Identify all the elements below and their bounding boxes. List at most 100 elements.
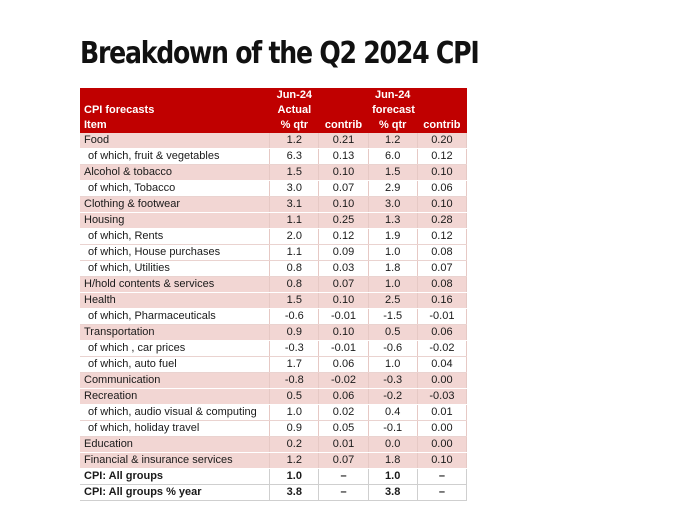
actual-contrib-cell: 0.06	[318, 388, 369, 406]
table-row: Education 0.2 0.01 0.0 0.00	[80, 436, 468, 454]
forecast-qtr-cell: 1.9	[368, 228, 418, 246]
table-row: of which, Tobacco 3.0 0.07 2.9 0.06	[80, 180, 468, 198]
actual-qtr-cell: 1.0	[269, 468, 320, 486]
forecast-contrib-cell: 0.10	[417, 196, 468, 214]
actual-qtr-cell: 1.0	[269, 404, 320, 422]
table-row: of which, auto fuel 1.7 0.06 1.0 0.04	[80, 356, 468, 374]
table-row: Recreation 0.5 0.06 -0.2 -0.03	[80, 388, 468, 406]
forecast-contrib-cell: 0.20	[417, 133, 468, 150]
item-cell: Alcohol & tobacco	[80, 164, 271, 182]
forecast-contrib-cell: 0.12	[417, 148, 468, 166]
forecast-contrib-cell: -0.02	[417, 340, 468, 358]
forecast-contrib-cell: 0.16	[417, 292, 468, 310]
table-row: Communication -0.8 -0.02 -0.3 0.00	[80, 372, 468, 390]
forecast-qtr-cell: 2.5	[368, 292, 418, 310]
header-cell	[80, 88, 270, 103]
item-cell: Communication	[80, 372, 271, 390]
table-row: Transportation 0.9 0.10 0.5 0.06	[80, 324, 468, 342]
actual-contrib-cell: –	[318, 484, 369, 502]
header-cell: forecast	[368, 103, 418, 118]
actual-qtr-cell: 3.8	[269, 484, 320, 502]
item-cell: of which, Utilities	[80, 260, 271, 278]
forecast-qtr-cell: 1.8	[368, 260, 418, 278]
forecast-qtr-cell: 1.0	[368, 244, 418, 262]
item-cell: Recreation	[80, 388, 271, 406]
table-row: of which, Rents 2.0 0.12 1.9 0.12	[80, 228, 468, 246]
actual-qtr-cell: 2.0	[269, 228, 320, 246]
forecast-contrib-cell: 0.10	[417, 164, 468, 182]
forecast-contrib-cell: 0.00	[417, 372, 468, 390]
forecast-contrib-cell: 0.00	[417, 420, 468, 438]
actual-qtr-cell: 3.0	[269, 180, 320, 198]
header-row-2: CPI forecasts Actual forecast	[80, 103, 467, 118]
table-row: of which, fruit & vegetables 6.3 0.13 6.0 0.…	[80, 148, 468, 166]
header-cell: Jun-24	[368, 88, 418, 103]
table-row: Food 1.2 0.21 1.2 0.20	[80, 133, 468, 150]
item-cell: of which, Tobacco	[80, 180, 271, 198]
forecast-contrib-cell: 0.08	[417, 244, 468, 262]
forecast-contrib-cell: 0.06	[417, 324, 468, 342]
forecast-qtr-cell: -0.2	[368, 388, 418, 406]
forecast-contrib-cell: 0.12	[417, 228, 468, 246]
actual-qtr-cell: 0.2	[269, 436, 320, 454]
forecast-qtr-cell: 0.5	[368, 324, 418, 342]
actual-qtr-cell: -0.6	[269, 308, 320, 326]
forecast-contrib-cell: 0.06	[417, 180, 468, 198]
table-row: Financial & insurance services 1.2 0.07 1.8…	[80, 452, 468, 470]
header-cell: CPI forecasts	[80, 103, 270, 118]
actual-qtr-cell: -0.3	[269, 340, 320, 358]
header-cell	[318, 88, 369, 103]
actual-contrib-cell: -0.01	[318, 308, 369, 326]
forecast-qtr-cell: 1.0	[368, 468, 418, 486]
forecast-qtr-cell: 3.0	[368, 196, 418, 214]
actual-contrib-cell: 0.21	[318, 133, 369, 150]
forecast-qtr-cell: 0.4	[368, 404, 418, 422]
actual-contrib-cell: 0.02	[318, 404, 369, 422]
forecast-qtr-cell: 1.0	[368, 356, 418, 374]
actual-contrib-cell: 0.10	[318, 324, 369, 342]
forecast-qtr-cell: 3.8	[368, 484, 418, 502]
item-cell: CPI: All groups	[80, 468, 271, 486]
forecast-qtr-cell: 1.5	[368, 164, 418, 182]
header-row-1: Jun-24 Jun-24	[80, 88, 467, 103]
header-cell: contrib	[318, 118, 369, 133]
actual-qtr-cell: 3.1	[269, 196, 320, 214]
item-cell: of which, holiday travel	[80, 420, 271, 438]
table-body: Food 1.2 0.21 1.2 0.20 of which, fruit & vege…	[80, 133, 468, 502]
forecast-contrib-cell: -0.01	[417, 308, 468, 326]
actual-qtr-cell: 0.8	[269, 276, 320, 294]
header-cell: % qtr	[368, 118, 418, 133]
forecast-qtr-cell: 2.9	[368, 180, 418, 198]
header-cell: Actual	[269, 103, 319, 118]
forecast-contrib-cell: 0.00	[417, 436, 468, 454]
actual-contrib-cell: 0.07	[318, 452, 369, 470]
actual-contrib-cell: 0.25	[318, 212, 369, 230]
item-cell: CPI: All groups % year	[80, 484, 271, 502]
actual-contrib-cell: -0.01	[318, 340, 369, 358]
forecast-qtr-cell: 1.0	[368, 276, 418, 294]
item-cell: Clothing & footwear	[80, 196, 271, 214]
actual-qtr-cell: -0.8	[269, 372, 320, 390]
actual-qtr-cell: 1.1	[269, 244, 320, 262]
item-cell: H/hold contents & services	[80, 276, 271, 294]
actual-qtr-cell: 1.5	[269, 164, 320, 182]
actual-qtr-cell: 1.7	[269, 356, 320, 374]
forecast-contrib-cell: –	[417, 484, 468, 502]
item-cell: of which, House purchases	[80, 244, 271, 262]
item-cell: of which , car prices	[80, 340, 271, 358]
actual-qtr-cell: 0.8	[269, 260, 320, 278]
table-row: H/hold contents & services 0.8 0.07 1.0 0.08	[80, 276, 468, 294]
item-cell: Health	[80, 292, 271, 310]
table-row: of which, House purchases 1.1 0.09 1.0 0.08	[80, 244, 468, 262]
table-row: of which , car prices -0.3 -0.01 -0.6 -0.02	[80, 340, 468, 358]
actual-qtr-cell: 1.1	[269, 212, 320, 230]
actual-contrib-cell: 0.09	[318, 244, 369, 262]
forecast-qtr-cell: 0.0	[368, 436, 418, 454]
actual-contrib-cell: 0.07	[318, 180, 369, 198]
table-header: Jun-24 Jun-24 CPI forecasts Actual forec…	[80, 88, 467, 133]
forecast-contrib-cell: 0.08	[417, 276, 468, 294]
item-cell: Food	[80, 133, 271, 150]
forecast-contrib-cell: 0.28	[417, 212, 468, 230]
actual-contrib-cell: –	[318, 468, 369, 486]
table-row: Alcohol & tobacco 1.5 0.10 1.5 0.10	[80, 164, 468, 182]
